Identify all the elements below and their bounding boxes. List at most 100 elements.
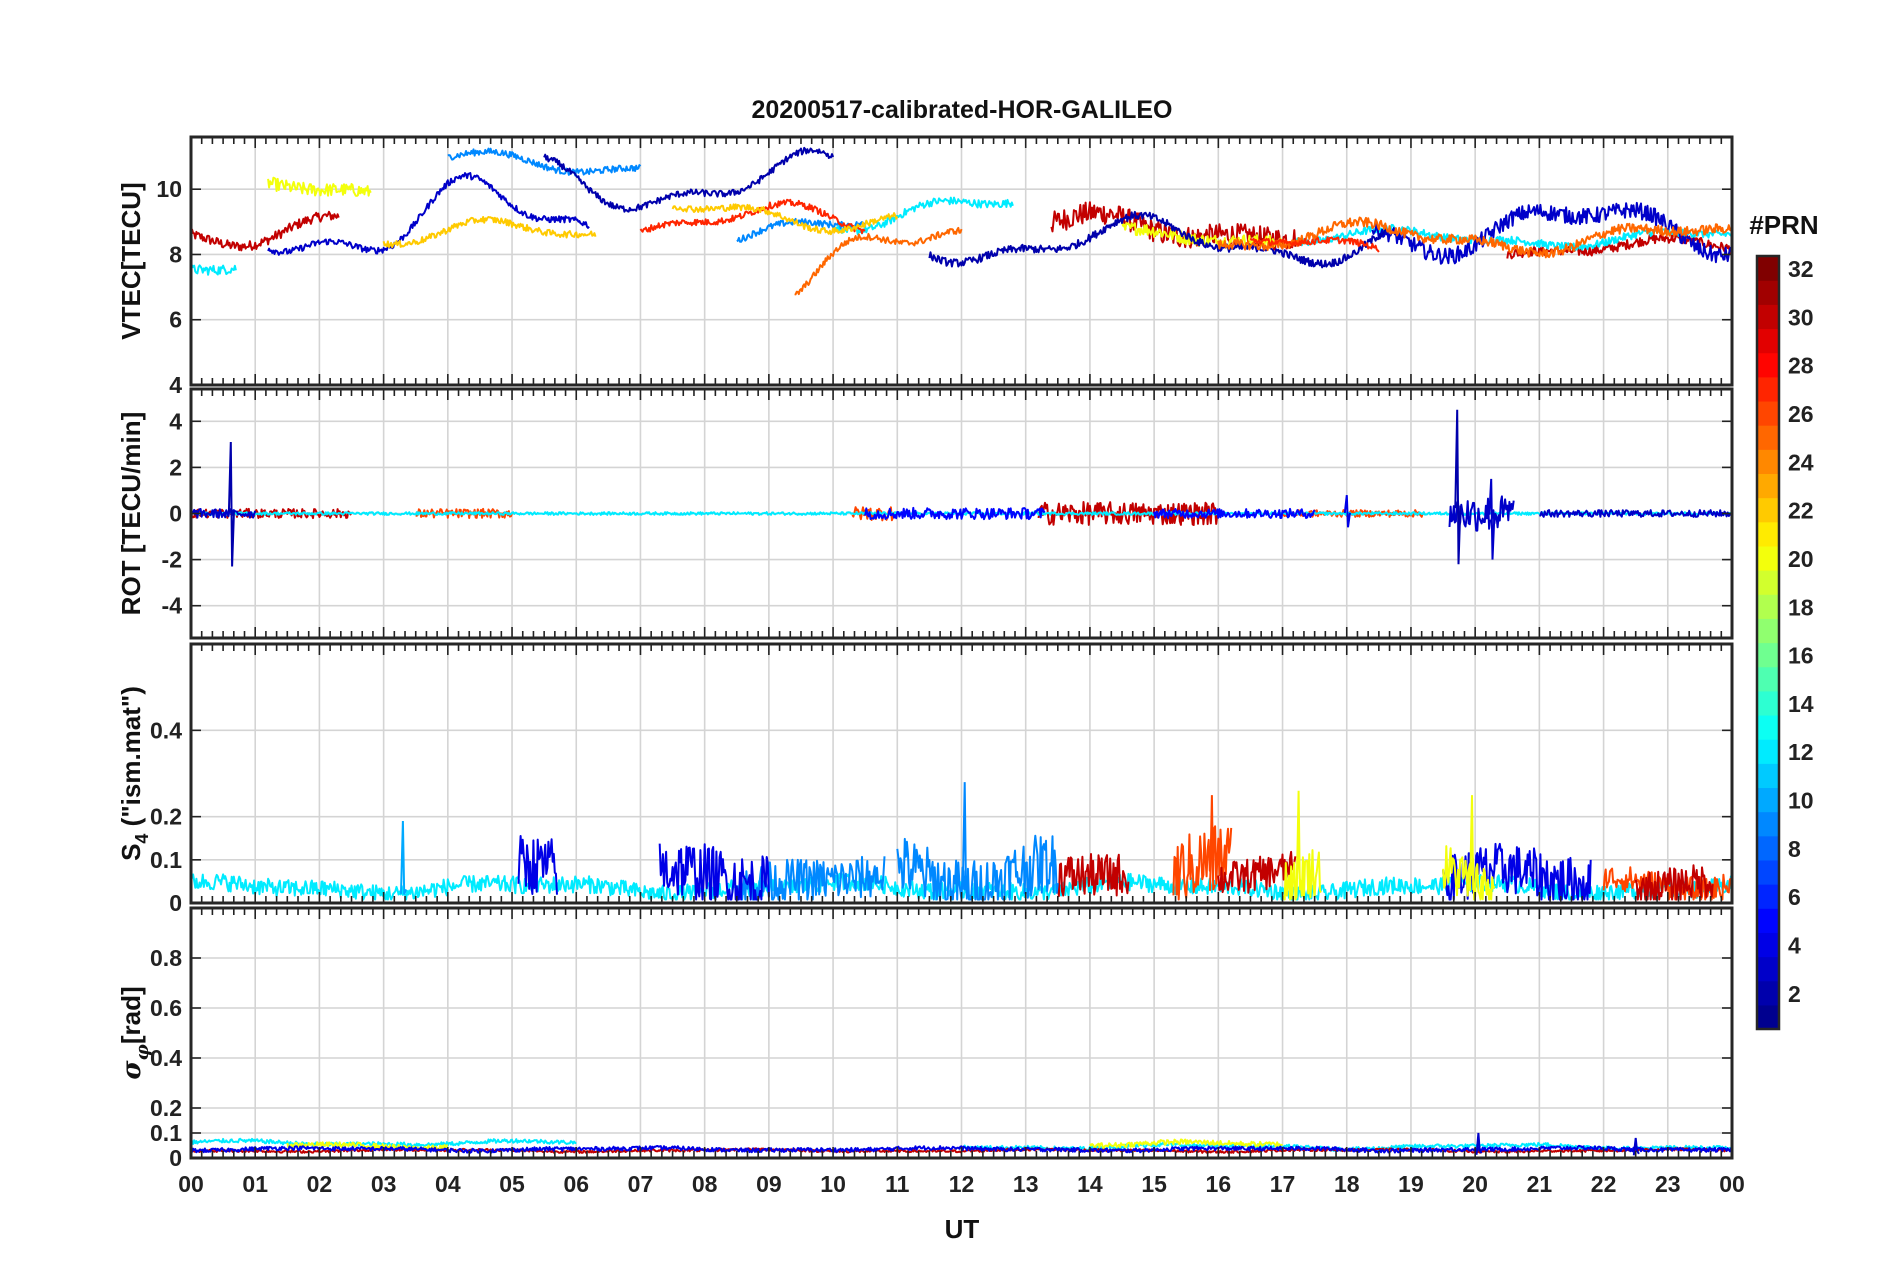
colorbar-gradient	[1757, 256, 1779, 1030]
x-tick-label: 20	[1462, 1171, 1488, 1197]
colorbar-tick-label: 24	[1788, 449, 1814, 475]
y-tick-label: 0	[169, 501, 182, 527]
colorbar-step	[1757, 400, 1779, 426]
x-tick-label: 21	[1527, 1171, 1553, 1197]
y-tick-label: 0	[169, 1145, 182, 1171]
series-line-prn-2	[543, 146, 835, 213]
panel-frame	[189, 135, 1734, 387]
colorbar-tick-label: 20	[1788, 546, 1814, 572]
colorbar-step	[1757, 666, 1779, 692]
y-tick-label: -2	[162, 547, 182, 573]
colorbar-step	[1757, 352, 1779, 378]
y-tick-label: 10	[156, 176, 182, 202]
spike-prn-26	[1209, 795, 1217, 891]
x-tick-label: 23	[1655, 1171, 1681, 1197]
panel-frame	[189, 387, 1734, 640]
panel-frame	[189, 906, 1734, 1160]
series-line-prn-4	[658, 843, 770, 901]
colorbar-step	[1757, 835, 1779, 861]
colorbar-step	[1757, 1004, 1779, 1030]
x-tick-label: 06	[563, 1171, 589, 1197]
series-line-prn-12	[191, 1137, 577, 1148]
y-tick-label: 0	[169, 890, 182, 916]
series-line-prn-27	[1249, 236, 1380, 253]
y-tick-label: 4	[169, 408, 182, 434]
series-line-prn-3	[267, 172, 590, 256]
series-line-prn-4	[517, 835, 558, 895]
x-tick-label: 01	[242, 1171, 268, 1197]
x-tick-label: 00	[178, 1171, 204, 1197]
x-tick-label: 22	[1591, 1171, 1617, 1197]
colorbar-tick-label: 22	[1788, 498, 1814, 524]
x-tick-label: 16	[1206, 1171, 1232, 1197]
y-tick-label: 0.4	[150, 1045, 182, 1071]
series-line-prn-20	[267, 176, 372, 197]
spike-prn-4	[1343, 494, 1351, 528]
colorbar-step	[1757, 787, 1779, 813]
colorbar-step	[1757, 956, 1779, 982]
x-tick-label: 00	[1719, 1171, 1745, 1197]
series-line-prn-5	[864, 506, 1046, 521]
y-tick-label: 4	[169, 372, 182, 398]
colorbar-step	[1757, 521, 1779, 547]
series-line-prn-25	[794, 226, 963, 296]
colorbar-step	[1757, 256, 1779, 281]
y-tick-label: 8	[169, 241, 182, 267]
colorbar-step	[1757, 425, 1779, 450]
colorbar-frame	[1755, 254, 1781, 1031]
y-axis-label: VTEC[TECU]	[116, 182, 146, 339]
colorbar-step	[1757, 304, 1779, 330]
colorbar-tick-label: 8	[1788, 836, 1801, 862]
y-axis-label: S4 ("ism.mat")	[116, 686, 152, 861]
x-tick-label: 09	[756, 1171, 782, 1197]
x-tick-label: 05	[499, 1171, 525, 1197]
x-tick-label: 08	[692, 1171, 718, 1197]
colorbar-tick-label: 30	[1788, 304, 1814, 330]
y-axis-label: σφ[rad]	[116, 986, 153, 1079]
series-line-prn-9	[896, 834, 1059, 901]
series-line-prn-4	[1442, 842, 1592, 901]
y-tick-label: 0.1	[150, 847, 182, 873]
x-tick-label: 07	[628, 1171, 654, 1197]
colorbar-step	[1757, 884, 1779, 909]
panel-3: 0 0.1 0.2 0.4S4 ("ism.mat")	[116, 642, 1734, 916]
spike-prn-2	[227, 441, 235, 567]
colorbar-step	[1757, 594, 1779, 619]
colorbar-tick-label: 28	[1788, 353, 1814, 379]
series-line-prn-20	[1089, 1138, 1283, 1149]
x-tick-label: 19	[1398, 1171, 1424, 1197]
panel-4: 00.10.2 0.4 0.6 0.8 σφ[rad] 00 01 02 03 04 05 06 07 0…	[116, 906, 1745, 1197]
y-tick-label: 0.4	[150, 717, 182, 743]
colorbar-tick-label: 18	[1788, 594, 1814, 620]
series-line-prn-27	[639, 198, 866, 235]
colorbar-step	[1757, 497, 1779, 523]
x-tick-label: 04	[435, 1171, 461, 1197]
series-line-prn-3	[1539, 509, 1732, 518]
series-line-prn-20	[1442, 845, 1496, 901]
x-tick-label: 15	[1141, 1171, 1167, 1197]
y-tick-label: 0.1	[150, 1120, 182, 1146]
colorbar-step	[1757, 545, 1779, 571]
colorbar-tick-label: 10	[1788, 788, 1814, 814]
colorbar-step	[1757, 859, 1779, 885]
series-line-prn-5	[1153, 507, 1316, 520]
colorbar-step	[1757, 449, 1779, 475]
series-group	[191, 146, 1732, 296]
panel-1: 4 6 8 10 VTEC[TECU]	[116, 135, 1734, 398]
spike-prn-10	[400, 820, 408, 895]
spike-prn-3	[1475, 1132, 1483, 1155]
colorbar-title: #PRN	[1749, 210, 1818, 240]
series-line-prn-3	[191, 508, 257, 519]
colorbar-step	[1757, 280, 1779, 305]
x-tick-label: 10	[820, 1171, 846, 1197]
spike-prn-3	[1488, 478, 1496, 560]
spike-prn-20	[1295, 790, 1303, 891]
series-group	[191, 782, 1732, 901]
colorbar-step	[1757, 714, 1779, 740]
colorbar-step	[1757, 642, 1779, 668]
colorbar-step	[1757, 328, 1779, 354]
chart-title: 20200517-calibrated-HOR-GALILEO	[752, 96, 1173, 124]
spike-prn-9	[961, 782, 969, 891]
